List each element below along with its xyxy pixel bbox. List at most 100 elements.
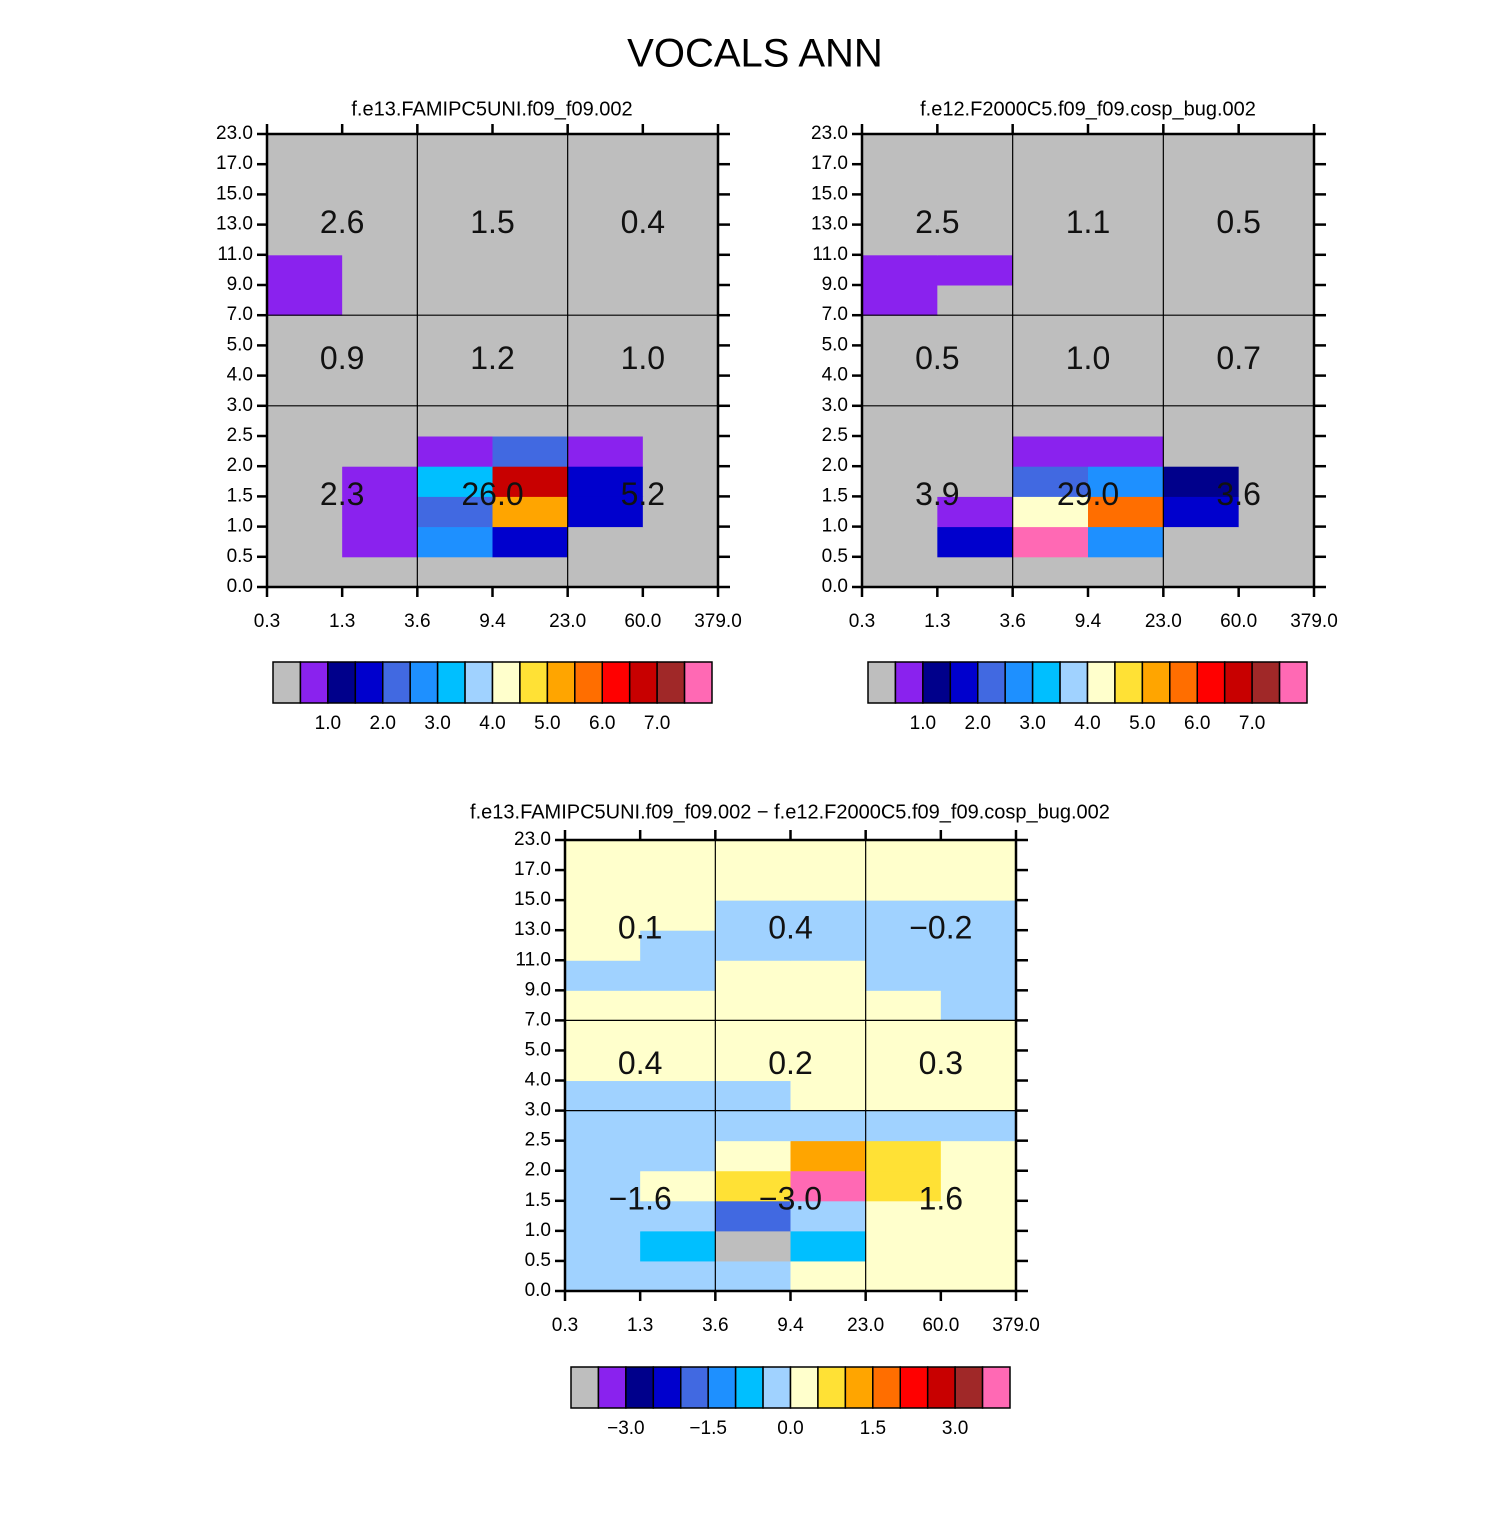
colorbar-box — [656, 661, 686, 704]
cell — [790, 1200, 867, 1232]
region-value-label: 1.2 — [470, 340, 514, 376]
cell — [565, 1050, 641, 1082]
cell — [940, 1080, 1017, 1112]
cell — [1163, 436, 1240, 467]
cell — [940, 900, 1017, 931]
colorbar-box — [272, 661, 302, 704]
cell — [790, 840, 867, 871]
cell — [565, 1200, 641, 1232]
y-tick-label: 5.0 — [525, 1039, 551, 1060]
cell — [862, 285, 938, 316]
cell — [790, 1110, 867, 1142]
cell — [567, 224, 644, 256]
cell — [642, 496, 719, 528]
y-tick-label: 4.0 — [822, 365, 848, 386]
cell — [417, 164, 493, 195]
cell — [267, 466, 343, 497]
colorbar-box — [1031, 661, 1061, 704]
colorbar-label: 6.0 — [589, 713, 615, 734]
colorbar-label: 0.0 — [777, 1418, 803, 1439]
colorbar-box — [1114, 661, 1144, 704]
cell — [790, 1020, 867, 1051]
cell — [1012, 285, 1089, 316]
cell — [1012, 466, 1089, 497]
y-tick-label: 1.0 — [822, 516, 848, 537]
colorbar-box — [299, 661, 329, 704]
cell — [715, 1200, 791, 1232]
cell — [417, 556, 493, 588]
cell — [1163, 526, 1240, 558]
cell — [940, 960, 1017, 991]
y-tick-label: 9.0 — [822, 274, 848, 295]
cell — [640, 990, 716, 1021]
cell — [937, 496, 1014, 528]
y-tick-label: 13.0 — [811, 214, 848, 235]
region-value-label: 0.5 — [915, 340, 959, 376]
cell — [567, 466, 644, 497]
region-value-label: 0.3 — [919, 1045, 963, 1081]
cell — [1163, 254, 1240, 286]
cell — [1238, 375, 1315, 407]
cell — [790, 900, 867, 931]
cell — [937, 285, 1014, 316]
colorbar-label: 6.0 — [1184, 713, 1210, 734]
y-tick-label: 2.5 — [227, 425, 253, 446]
x-tick-label: 9.4 — [777, 1315, 804, 1336]
cell — [937, 194, 1014, 226]
cell — [417, 345, 493, 377]
colorbar-box — [762, 1366, 792, 1409]
cell — [1012, 254, 1089, 286]
x-tick-label: 3.6 — [702, 1315, 728, 1336]
y-tick-label: 0.5 — [822, 546, 848, 567]
y-tick-label: 1.0 — [227, 516, 253, 537]
cell — [862, 345, 938, 377]
cell — [715, 990, 791, 1021]
cell — [640, 1020, 716, 1051]
cell — [865, 1230, 942, 1262]
y-tick-label: 1.5 — [525, 1190, 551, 1211]
colorbar-box — [872, 1366, 901, 1409]
cell — [417, 496, 493, 528]
y-tick-label: 0.5 — [227, 546, 253, 567]
cell — [642, 345, 719, 377]
figure-title: VOCALS ANN — [627, 32, 883, 76]
cell — [267, 496, 343, 528]
region-value-label: −3.0 — [759, 1180, 822, 1216]
cell — [862, 254, 938, 286]
cell — [565, 1110, 641, 1142]
cell — [1238, 345, 1315, 377]
cell — [1088, 254, 1164, 286]
cell — [1238, 134, 1315, 165]
colorbar-label: 7.0 — [644, 713, 670, 734]
region-value-label: 1.1 — [1066, 204, 1110, 240]
y-tick-label: 1.5 — [822, 485, 848, 506]
cell — [865, 1140, 942, 1172]
cell — [1012, 556, 1089, 588]
colorbar-box — [1086, 661, 1116, 704]
cell — [642, 526, 719, 558]
cell — [865, 1050, 942, 1082]
cell — [417, 134, 493, 165]
y-tick-label: 2.0 — [525, 1160, 551, 1181]
cell — [865, 840, 942, 871]
cell — [565, 870, 641, 901]
cell — [492, 345, 569, 377]
colorbar-label: 4.0 — [479, 713, 505, 734]
region-value-label: 5.2 — [621, 476, 665, 512]
colorbar-label: 3.0 — [942, 1418, 968, 1439]
cell — [715, 1020, 791, 1051]
cell — [937, 134, 1014, 165]
cell — [565, 990, 641, 1021]
cell — [940, 1050, 1017, 1082]
colorbar-box — [844, 1366, 874, 1409]
colorbar-box — [894, 661, 924, 704]
y-tick-label: 3.0 — [525, 1100, 551, 1121]
cell — [1012, 436, 1089, 467]
colorbar-label: 7.0 — [1239, 713, 1265, 734]
cell — [1012, 224, 1089, 256]
cell — [1088, 164, 1164, 195]
cell — [492, 285, 569, 316]
region-value-label: 2.6 — [320, 204, 364, 240]
cell — [715, 1260, 791, 1292]
cell — [940, 1140, 1017, 1172]
